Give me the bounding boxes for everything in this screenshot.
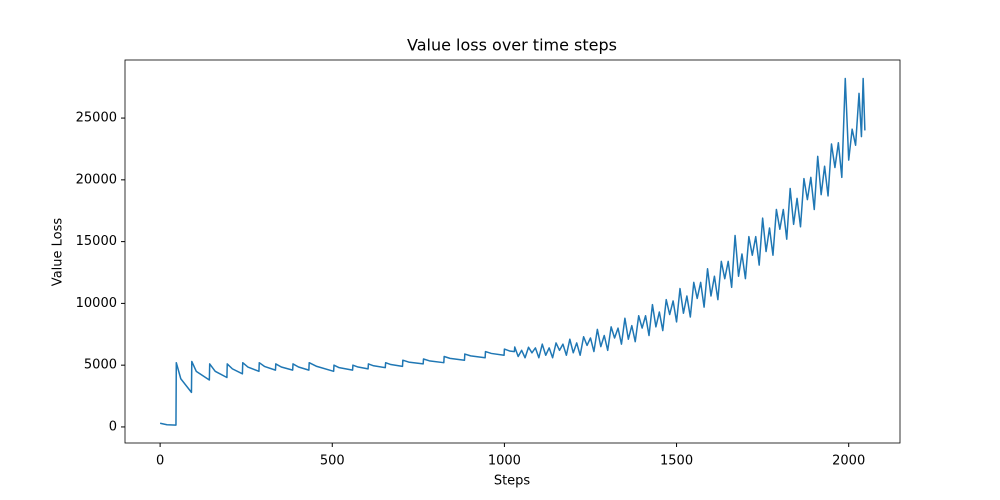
y-tick-label: 25000: [76, 111, 117, 126]
y-tick-label: 15000: [76, 234, 117, 249]
chart-title: Value loss over time steps: [407, 36, 617, 55]
y-tick-label: 0: [109, 419, 117, 434]
y-tick-label: 20000: [76, 172, 117, 187]
x-tick-label: 500: [320, 454, 345, 469]
x-tick-label: 0: [156, 454, 164, 469]
x-tick-label: 2000: [832, 454, 865, 469]
y-tick-label: 5000: [84, 358, 117, 373]
x-tick-label: 1000: [488, 454, 521, 469]
y-tick-label: 10000: [76, 296, 117, 311]
x-tick-label: 1500: [660, 454, 693, 469]
y-axis-label: Value Loss: [51, 218, 66, 287]
data-line: [159, 77, 866, 426]
x-axis-label: Steps: [494, 474, 531, 489]
plot-frame: [124, 59, 901, 444]
